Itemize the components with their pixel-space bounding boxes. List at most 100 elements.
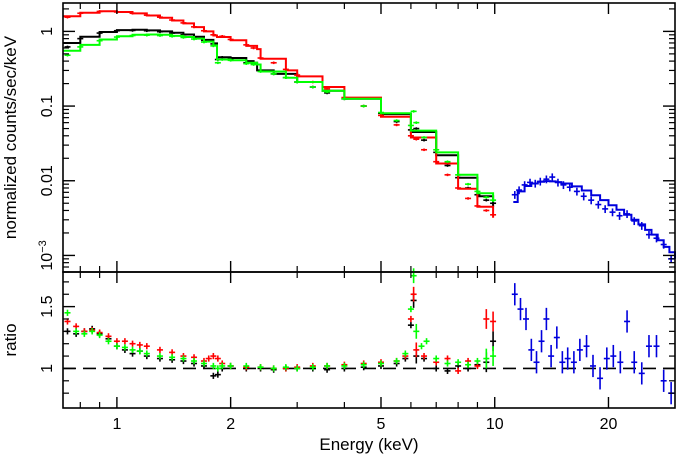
ratio-data-point xyxy=(227,362,234,370)
ratio-data-point xyxy=(210,352,217,360)
spectrum-data-point xyxy=(532,179,539,188)
spectrum-data-point xyxy=(638,222,645,230)
ratio-data-point xyxy=(402,350,409,357)
spectrum-data-point xyxy=(580,192,587,201)
ratio-data-point xyxy=(511,283,518,306)
ratio-data-point xyxy=(210,362,217,370)
ratio-data-point xyxy=(407,306,414,313)
y-tick-label: 1 xyxy=(39,364,56,373)
spectrum-data-point xyxy=(219,58,226,61)
ratio-data-point xyxy=(410,286,417,302)
spectrum-data-point xyxy=(180,21,187,25)
ratio-data-point xyxy=(324,362,331,370)
spectrum-data-point xyxy=(219,56,226,59)
ratio-data-point xyxy=(96,331,103,339)
spectrum-data-point xyxy=(309,85,316,89)
top-panel: 1 0.1 0.01 10−3 xyxy=(37,2,676,273)
ratio-data-point xyxy=(423,338,430,345)
ratio-data-point xyxy=(105,338,112,345)
spectrum-data-point xyxy=(413,127,420,130)
spectrum-data-point xyxy=(549,173,556,182)
ratio-data-point xyxy=(538,330,545,353)
ratio-data-point xyxy=(129,340,136,347)
x-tick-label: 20 xyxy=(600,416,618,433)
x-tick-label: 1 xyxy=(112,416,121,433)
ratio-data-point xyxy=(210,372,217,379)
spectrum-data-point xyxy=(609,208,616,217)
ratio-data-point xyxy=(523,307,530,331)
spectrum-data-point xyxy=(421,138,428,142)
spectrum-data-point xyxy=(474,190,481,193)
spectrum-data-point xyxy=(77,11,84,15)
spectrum-data-point xyxy=(543,175,550,184)
spectrum-data-point xyxy=(227,59,234,62)
ratio-data-point xyxy=(214,365,221,372)
spectrum-data-point xyxy=(77,37,84,40)
y-tick-exponent: −3 xyxy=(37,240,49,253)
spectrum-data-point xyxy=(490,213,497,217)
spectrum-data-point xyxy=(227,38,234,41)
spectrum-data-point xyxy=(156,15,163,19)
spectrum-data-point xyxy=(413,121,420,124)
ratio-data-point xyxy=(483,348,490,369)
ratio-data-point xyxy=(205,355,212,362)
ratio-data-point xyxy=(631,351,638,374)
spectrum-data-point xyxy=(421,136,428,139)
ratio-data-point xyxy=(309,364,316,371)
spectrum-data-point xyxy=(324,87,331,91)
spectrum-data-point xyxy=(180,36,187,39)
ratio-data-point xyxy=(410,268,417,284)
spectrum-data-point xyxy=(474,204,481,208)
spectrum-data-point xyxy=(282,68,289,71)
ratio-data-point xyxy=(603,347,610,370)
spectrum-data-point xyxy=(465,197,472,200)
top-series-group xyxy=(63,10,676,263)
ratio-data-point xyxy=(564,347,571,370)
x-axis-title: Energy (keV) xyxy=(319,435,418,454)
spectrum-data-point xyxy=(143,33,150,37)
bottom-series-group xyxy=(64,268,675,405)
ratio-data-point xyxy=(559,351,566,374)
spectrum-data-point xyxy=(645,230,652,239)
ratio-data-point xyxy=(121,338,128,345)
spectrum-data-point xyxy=(483,198,490,202)
model-curve xyxy=(63,28,495,207)
spectrum-data-point xyxy=(250,63,257,66)
ratio-data-point xyxy=(191,357,198,365)
spectrum-data-point xyxy=(433,148,440,152)
ratio-data-point xyxy=(219,362,226,370)
ratio-data-point xyxy=(583,335,590,358)
ratio-data-point xyxy=(638,362,645,385)
spectrum-data-point xyxy=(377,111,384,114)
spectrum-data-point xyxy=(516,186,523,195)
ratio-data-point xyxy=(474,357,481,365)
spectrum-data-point xyxy=(324,90,331,94)
spectrum-data-point xyxy=(444,160,451,164)
spectrum-data-point xyxy=(377,114,384,117)
spectrum-data-point xyxy=(210,33,217,37)
spectrum-data-point xyxy=(129,11,136,15)
spectrum-data-point xyxy=(393,123,400,127)
ratio-data-point xyxy=(617,351,624,374)
top-panel-frame xyxy=(62,2,676,273)
spectrum-data-point xyxy=(191,37,198,41)
ratio-data-point xyxy=(200,360,207,367)
bottom-panel-frame xyxy=(62,271,676,409)
ratio-data-point xyxy=(418,343,425,350)
top-y-axis-title: normalized counts/sec/keV xyxy=(1,35,20,239)
spectrum-data-point xyxy=(653,234,660,243)
spectrum-data-point xyxy=(294,73,301,77)
ratio-data-point xyxy=(143,343,150,350)
ratio-data-point xyxy=(421,352,428,360)
spectrum-data-point xyxy=(660,240,667,249)
spectrum-data-point xyxy=(129,29,136,32)
ratio-data-point xyxy=(528,338,535,362)
spectrum-data-point xyxy=(588,196,595,205)
bottom-panel: 1 2 5 10 20 1 1.5 xyxy=(39,268,676,433)
spectrum-data-point xyxy=(169,18,176,22)
spectrum-data-point xyxy=(566,183,573,192)
ratio-data-point xyxy=(143,350,150,357)
ratio-data-point xyxy=(517,297,524,321)
model-curve xyxy=(513,180,676,259)
ratio-data-point xyxy=(465,361,472,368)
